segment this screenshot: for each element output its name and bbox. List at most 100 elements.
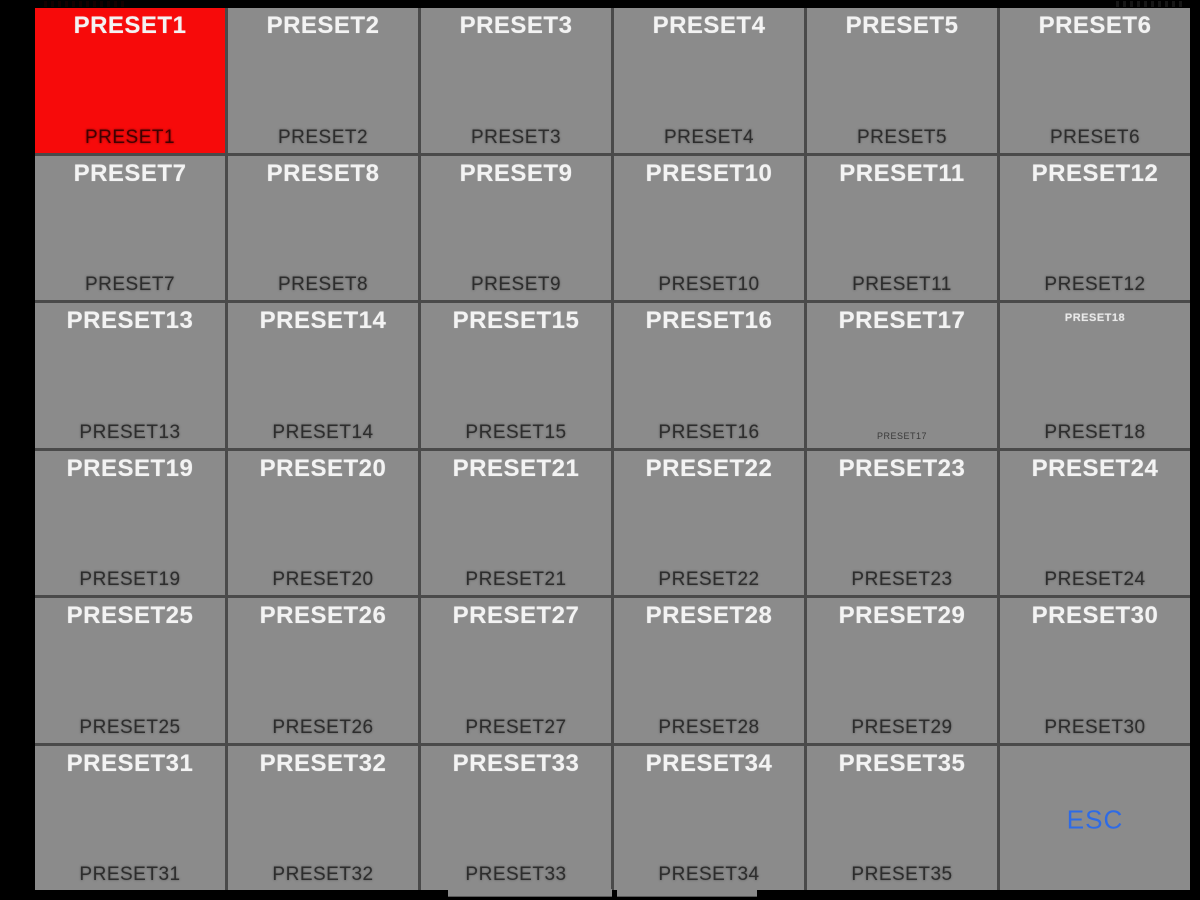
preset-cell-13[interactable]: PRESET13 PRESET13 xyxy=(35,303,225,448)
preset-cell-25[interactable]: PRESET25 PRESET25 xyxy=(35,598,225,743)
preset-label: PRESET18 xyxy=(1044,421,1146,443)
preset-label: PRESET3 xyxy=(470,126,562,148)
preset-title: PRESET17 xyxy=(838,307,966,334)
preset-label: PRESET25 xyxy=(79,716,181,738)
preset-cell-23[interactable]: PRESET23 PRESET23 xyxy=(807,450,997,595)
preset-cell-4[interactable]: PRESET4 PRESET4 xyxy=(614,8,804,153)
preset-label: PRESET31 xyxy=(79,864,181,885)
preset-cell-32[interactable]: PRESET32 PRESET32 xyxy=(228,745,418,890)
preset-label: PRESET28 xyxy=(658,716,760,738)
preset-cell-30[interactable]: PRESET30 PRESET30 xyxy=(1000,598,1190,743)
preset-title: PRESET23 xyxy=(838,454,966,482)
preset-title: PRESET34 xyxy=(645,749,773,777)
preset-label: PRESET8 xyxy=(277,274,369,295)
preset-label: PRESET13 xyxy=(79,421,181,443)
preset-title: PRESET13 xyxy=(66,307,194,334)
preset-cell-12[interactable]: PRESET12 PRESET12 xyxy=(1000,155,1190,300)
esc-cell[interactable]: ESC xyxy=(1000,745,1190,890)
bottom-edge-tab xyxy=(617,889,757,897)
preset-title: PRESET33 xyxy=(452,749,580,777)
preset-label: PRESET4 xyxy=(663,126,755,148)
preset-cell-2[interactable]: PRESET2 PRESET2 xyxy=(228,8,418,153)
preset-title: PRESET9 xyxy=(459,159,573,187)
preset-title: PRESET22 xyxy=(645,454,773,482)
preset-cell-15[interactable]: PRESET15 PRESET15 xyxy=(421,303,611,448)
preset-cell-29[interactable]: PRESET29 PRESET29 xyxy=(807,598,997,743)
top-left-osd-artifact xyxy=(40,1,128,7)
preset-label: PRESET12 xyxy=(1044,274,1146,295)
preset-title: PRESET32 xyxy=(259,749,387,777)
preset-label: PRESET9 xyxy=(470,274,562,295)
preset-title: PRESET15 xyxy=(452,307,580,334)
preset-cell-11[interactable]: PRESET11 PRESET11 xyxy=(807,155,997,300)
preset-title: PRESET6 xyxy=(1038,12,1152,39)
preset-title: PRESET12 xyxy=(1031,159,1159,187)
preset-cell-35[interactable]: PRESET35 PRESET35 xyxy=(807,745,997,890)
preset-cell-10[interactable]: PRESET10 PRESET10 xyxy=(614,155,804,300)
esc-button-label: ESC xyxy=(1066,804,1124,835)
preset-label: PRESET20 xyxy=(272,569,374,590)
preset-label: PRESET2 xyxy=(277,126,369,148)
preset-cell-24[interactable]: PRESET24 PRESET24 xyxy=(1000,450,1190,595)
preset-title: PRESET35 xyxy=(838,749,966,777)
bottom-edge-tab xyxy=(448,889,612,897)
preset-title: PRESET19 xyxy=(66,454,194,482)
preset-title: PRESET30 xyxy=(1031,602,1159,629)
preset-cell-8[interactable]: PRESET8 PRESET8 xyxy=(228,155,418,300)
preset-title: PRESET3 xyxy=(459,12,573,39)
preset-label: PRESET14 xyxy=(272,421,374,443)
preset-title: PRESET2 xyxy=(266,12,380,39)
preset-title: PRESET26 xyxy=(259,602,387,629)
preset-cell-33[interactable]: PRESET33 PRESET33 xyxy=(421,745,611,890)
preset-title: PRESET31 xyxy=(66,749,194,777)
preset-cell-9[interactable]: PRESET9 PRESET9 xyxy=(421,155,611,300)
preset-title: PRESET10 xyxy=(645,159,773,187)
preset-cell-18[interactable]: PRESET18 PRESET18 xyxy=(1000,303,1190,448)
preset-cell-16[interactable]: PRESET16 PRESET16 xyxy=(614,303,804,448)
preset-label: PRESET11 xyxy=(852,274,952,295)
preset-cell-19[interactable]: PRESET19 PRESET19 xyxy=(35,450,225,595)
preset-cell-21[interactable]: PRESET21 PRESET21 xyxy=(421,450,611,595)
preset-cell-3[interactable]: PRESET3 PRESET3 xyxy=(421,8,611,153)
preset-title: PRESET25 xyxy=(66,602,194,629)
preset-cell-5[interactable]: PRESET5 PRESET5 xyxy=(807,8,997,153)
preset-label: PRESET34 xyxy=(658,864,760,885)
preset-label: PRESET27 xyxy=(465,716,567,738)
preset-cell-1[interactable]: PRESET1 PRESET1 xyxy=(35,8,225,153)
preset-label: PRESET15 xyxy=(465,421,567,443)
preset-cell-22[interactable]: PRESET22 PRESET22 xyxy=(614,450,804,595)
preset-label: PRESET24 xyxy=(1044,569,1146,590)
preset-title: PRESET16 xyxy=(645,307,773,334)
preset-title: PRESET1 xyxy=(73,12,187,39)
preset-label: PRESET10 xyxy=(658,274,760,295)
preset-label: PRESET7 xyxy=(84,274,176,295)
preset-cell-20[interactable]: PRESET20 PRESET20 xyxy=(228,450,418,595)
preset-label: PRESET19 xyxy=(79,569,181,590)
preset-cell-27[interactable]: PRESET27 PRESET27 xyxy=(421,598,611,743)
preset-label: PRESET32 xyxy=(272,864,374,885)
preset-cell-17[interactable]: PRESET17 PRESET17 xyxy=(807,303,997,448)
preset-label: PRESET16 xyxy=(658,421,760,443)
preset-title: PRESET27 xyxy=(452,602,580,629)
preset-cell-34[interactable]: PRESET34 PRESET34 xyxy=(614,745,804,890)
preset-label: PRESET17 xyxy=(876,430,928,441)
preset-title: PRESET14 xyxy=(259,307,387,334)
preset-title: PRESET20 xyxy=(259,454,387,482)
preset-label: PRESET29 xyxy=(851,716,953,738)
preset-title: PRESET18 xyxy=(1064,312,1126,324)
preset-cell-26[interactable]: PRESET26 PRESET26 xyxy=(228,598,418,743)
preset-grid: PRESET1 PRESET1 PRESET2 PRESET2 PRESET3 PRESE… xyxy=(35,8,1190,890)
preset-label: PRESET22 xyxy=(658,569,760,590)
preset-cell-7[interactable]: PRESET7 PRESET7 xyxy=(35,155,225,300)
preset-label: PRESET26 xyxy=(272,716,374,738)
top-right-osd-artifact xyxy=(1112,1,1184,7)
preset-label: PRESET1 xyxy=(84,126,176,148)
preset-label: PRESET23 xyxy=(851,569,953,590)
preset-cell-6[interactable]: PRESET6 PRESET6 xyxy=(1000,8,1190,153)
preset-cell-14[interactable]: PRESET14 PRESET14 xyxy=(228,303,418,448)
preset-cell-31[interactable]: PRESET31 PRESET31 xyxy=(35,745,225,890)
preset-label: PRESET21 xyxy=(465,569,567,590)
preset-title: PRESET4 xyxy=(652,12,766,39)
preset-cell-28[interactable]: PRESET28 PRESET28 xyxy=(614,598,804,743)
